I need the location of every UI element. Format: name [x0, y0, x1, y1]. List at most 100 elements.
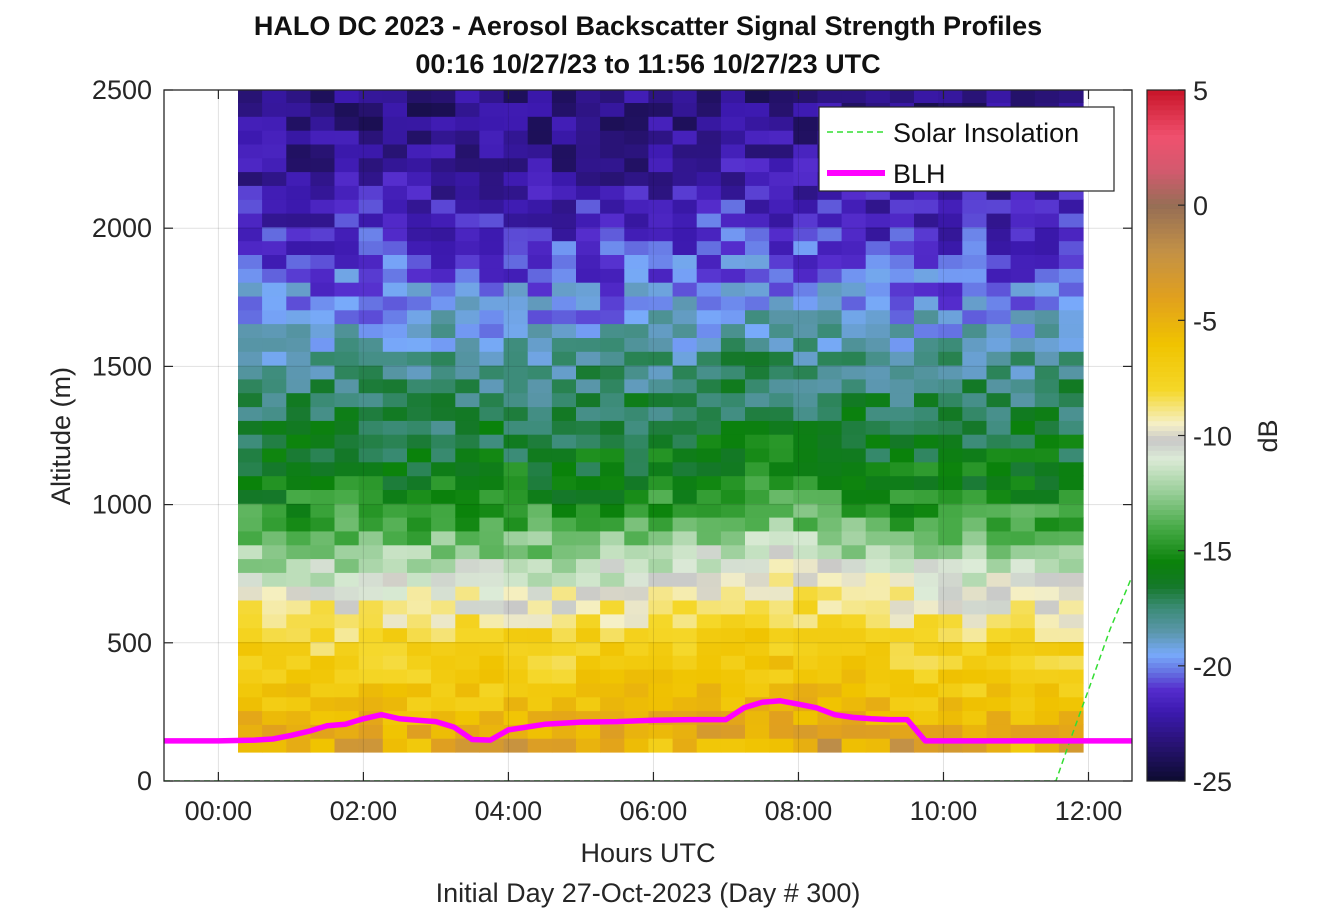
heatmap-cell [576, 517, 601, 532]
heatmap-cell [551, 627, 577, 642]
heatmap-cell [624, 517, 649, 532]
colorbar-segment [1147, 326, 1185, 333]
heatmap-cell [962, 351, 987, 366]
colorbar-segment [1147, 287, 1185, 293]
heatmap-cell [262, 185, 287, 200]
heatmap-cell [238, 461, 263, 477]
heatmap-cell [407, 613, 432, 629]
heatmap-cell [407, 682, 432, 698]
heatmap-cell [238, 447, 263, 463]
heatmap-cell [938, 558, 963, 573]
heatmap-cell [841, 351, 867, 366]
heatmap-cell [431, 434, 456, 449]
heatmap-cell [938, 406, 963, 421]
heatmap-cell [262, 600, 287, 615]
heatmap-cell [407, 365, 432, 380]
heatmap-cell [817, 627, 843, 642]
heatmap-cell [238, 669, 263, 684]
heatmap-cell [624, 199, 649, 214]
heatmap-cell [286, 295, 311, 311]
heatmap-cell [527, 530, 553, 546]
heatmap-cell [696, 724, 722, 739]
heatmap-cell [624, 185, 649, 200]
heatmap-cell [865, 641, 891, 656]
heatmap-cell [841, 572, 867, 587]
heatmap-cell [648, 226, 674, 242]
heatmap-cell [310, 295, 336, 311]
heatmap-cell [334, 447, 360, 463]
heatmap-cell [286, 420, 311, 435]
heatmap-cell [938, 434, 963, 449]
colorbar-segment [1147, 99, 1185, 106]
heatmap-cell [455, 434, 480, 449]
heatmap-cell [793, 641, 818, 656]
heatmap-cell [527, 613, 553, 629]
heatmap-cell [407, 130, 432, 145]
heatmap-cell [527, 102, 553, 117]
heatmap-cell [286, 434, 311, 449]
heatmap-cell [745, 323, 770, 338]
heatmap-cell [914, 627, 939, 642]
heatmap-cell [334, 600, 360, 615]
heatmap-cell [720, 116, 746, 131]
heatmap-cell [793, 351, 818, 366]
heatmap-cell [745, 544, 770, 560]
heatmap-cell [262, 655, 287, 670]
heatmap-cell [1034, 420, 1060, 435]
heatmap-cell [769, 682, 794, 698]
heatmap-cell [962, 240, 987, 255]
heatmap-cell [696, 309, 722, 325]
heatmap-cell [382, 600, 408, 615]
heatmap-cell [310, 323, 336, 338]
heatmap-cell [407, 586, 432, 601]
heatmap-cell [865, 199, 891, 214]
heatmap-cell [672, 157, 698, 173]
heatmap-cell [865, 254, 891, 269]
heatmap-cell [769, 365, 794, 380]
heatmap-cell [696, 102, 722, 117]
heatmap-cell [793, 309, 818, 325]
heatmap-cell [576, 90, 601, 103]
y-tick-label: 1500 [92, 351, 152, 381]
heatmap-cell [745, 240, 770, 255]
heatmap-cell [262, 627, 287, 642]
heatmap-cell [696, 461, 722, 477]
heatmap-cell [310, 655, 336, 670]
colorbar-segment [1147, 435, 1185, 441]
heatmap-cell [962, 213, 987, 228]
heatmap-cell [431, 392, 456, 408]
heatmap-cell [986, 710, 1012, 725]
heatmap-cell [334, 378, 360, 394]
colorbar-segment [1147, 119, 1185, 126]
heatmap-cell [527, 682, 553, 698]
heatmap-cell [962, 627, 987, 642]
heatmap-cell [382, 282, 408, 297]
heatmap-cell [841, 282, 867, 297]
colorbar-segment [1147, 450, 1185, 456]
heatmap-cell [382, 268, 408, 283]
heatmap-cell [889, 600, 915, 615]
heatmap-cell [889, 365, 915, 380]
heatmap-cell [962, 337, 987, 352]
heatmap-cell [431, 295, 456, 311]
heatmap-cell [576, 669, 601, 684]
legend-box [818, 106, 1115, 192]
heatmap-cell [479, 682, 505, 698]
heatmap-cell [793, 586, 818, 601]
heatmap-cell [745, 738, 770, 753]
heatmap-cell [600, 171, 625, 186]
heatmap-cell [889, 309, 915, 325]
colorbar-segment [1147, 761, 1185, 767]
heatmap-cell [431, 461, 456, 477]
heatmap-cell [600, 738, 625, 753]
heatmap-cell [914, 489, 939, 504]
heatmap-cell [600, 724, 625, 739]
heatmap-cell [262, 392, 287, 408]
heatmap-cell [745, 351, 770, 366]
heatmap-cell [1010, 530, 1036, 546]
heatmap-cell [1034, 351, 1060, 366]
heatmap-cell [1034, 90, 1060, 103]
heatmap-cell [889, 655, 915, 670]
heatmap-cell [238, 572, 263, 587]
heatmap-cell [503, 337, 529, 352]
